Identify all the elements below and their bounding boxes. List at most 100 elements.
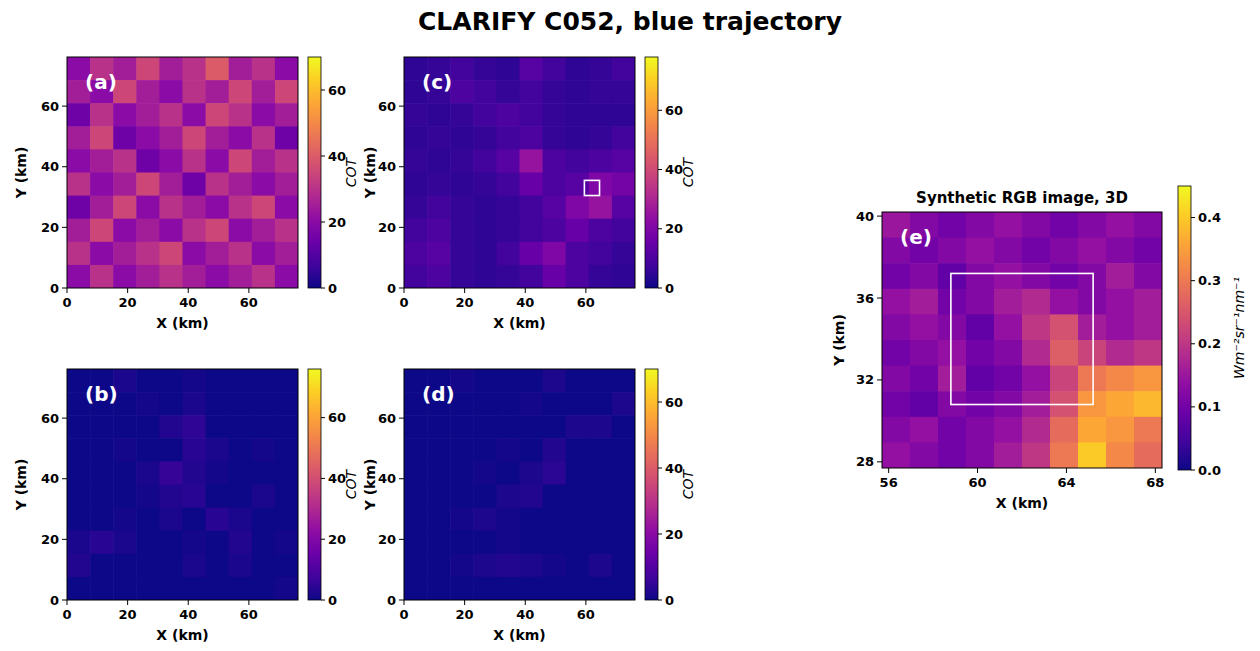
cell xyxy=(206,242,230,266)
cell xyxy=(1022,366,1051,392)
cell xyxy=(183,531,207,555)
cell xyxy=(159,392,183,416)
cell xyxy=(136,242,160,266)
cell xyxy=(966,212,995,238)
cell xyxy=(566,577,590,600)
x-tick xyxy=(188,288,189,293)
cell xyxy=(566,531,590,555)
cell xyxy=(543,80,567,104)
cell xyxy=(1022,212,1051,238)
cell xyxy=(1078,238,1107,264)
cell xyxy=(252,242,276,266)
cell xyxy=(520,196,544,220)
x-tick-label: 60 xyxy=(577,607,595,622)
cell xyxy=(938,212,967,238)
cell xyxy=(136,57,160,81)
cell xyxy=(566,485,590,509)
cell xyxy=(206,219,230,243)
x-tick xyxy=(464,600,465,605)
cell xyxy=(1106,417,1135,443)
cell xyxy=(159,461,183,485)
cell xyxy=(473,461,497,485)
colorbar-tick xyxy=(1191,470,1195,471)
cell xyxy=(113,173,137,197)
cell xyxy=(252,415,276,439)
y-tick-label: 0 xyxy=(387,593,396,608)
cell xyxy=(183,485,207,509)
cell xyxy=(252,149,276,173)
cell xyxy=(1050,238,1079,264)
cell xyxy=(496,173,520,197)
cell xyxy=(1050,314,1079,340)
cell xyxy=(496,242,520,266)
y-tick xyxy=(62,600,67,601)
cell xyxy=(450,242,474,266)
colorbar-tick xyxy=(321,222,325,223)
cell xyxy=(1050,366,1079,392)
cell xyxy=(206,415,230,439)
cell xyxy=(275,80,298,104)
cell xyxy=(427,485,451,509)
colorbar-tick-label: 0 xyxy=(328,281,337,296)
cell xyxy=(520,57,544,81)
cell xyxy=(450,577,474,600)
cell xyxy=(1106,289,1135,315)
cell xyxy=(566,415,590,439)
cell xyxy=(473,369,497,393)
figure-title: CLARIFY C052, blue trajectory xyxy=(418,7,842,36)
cell xyxy=(404,531,428,555)
cell xyxy=(966,289,995,315)
colorbar-tick xyxy=(658,534,662,535)
cell xyxy=(113,485,137,509)
cell xyxy=(404,149,428,173)
cell xyxy=(566,149,590,173)
cell xyxy=(275,461,298,485)
cell xyxy=(183,369,207,393)
cell xyxy=(404,485,428,509)
y-tick xyxy=(877,216,882,217)
x-tick xyxy=(188,600,189,605)
cell xyxy=(473,438,497,462)
cell xyxy=(136,369,160,393)
cell xyxy=(473,265,497,288)
cell xyxy=(252,554,276,578)
cell xyxy=(229,149,253,173)
cell xyxy=(1050,212,1079,238)
x-tick-label: 0 xyxy=(62,607,71,622)
cell xyxy=(252,126,276,150)
cell xyxy=(543,508,567,532)
cell xyxy=(275,265,298,288)
cell xyxy=(159,149,183,173)
cell xyxy=(113,554,137,578)
cell xyxy=(589,392,613,416)
cell xyxy=(543,531,567,555)
cell xyxy=(450,57,474,81)
colorbar-tick xyxy=(1191,280,1195,281)
panel: 5660646828323640X (km)Y (km)(e)Synthetic… xyxy=(831,186,1247,511)
cell xyxy=(496,57,520,81)
cell xyxy=(113,265,137,288)
cell xyxy=(252,438,276,462)
frame xyxy=(404,57,635,288)
cell xyxy=(589,57,613,81)
cell xyxy=(183,461,207,485)
cell xyxy=(136,485,160,509)
cell xyxy=(910,442,939,468)
y-tick-label: 28 xyxy=(856,454,874,469)
cell xyxy=(520,438,544,462)
cell xyxy=(520,265,544,288)
cell xyxy=(427,415,451,439)
cell xyxy=(113,438,137,462)
cell xyxy=(1134,314,1162,340)
cell xyxy=(612,577,635,600)
y-tick xyxy=(399,227,404,228)
cell xyxy=(543,554,567,578)
cell xyxy=(90,103,114,127)
cell xyxy=(473,242,497,266)
x-tick xyxy=(977,468,978,473)
cell xyxy=(589,485,613,509)
cell xyxy=(520,554,544,578)
cell xyxy=(450,173,474,197)
colorbar xyxy=(645,57,658,288)
cell xyxy=(612,103,635,127)
